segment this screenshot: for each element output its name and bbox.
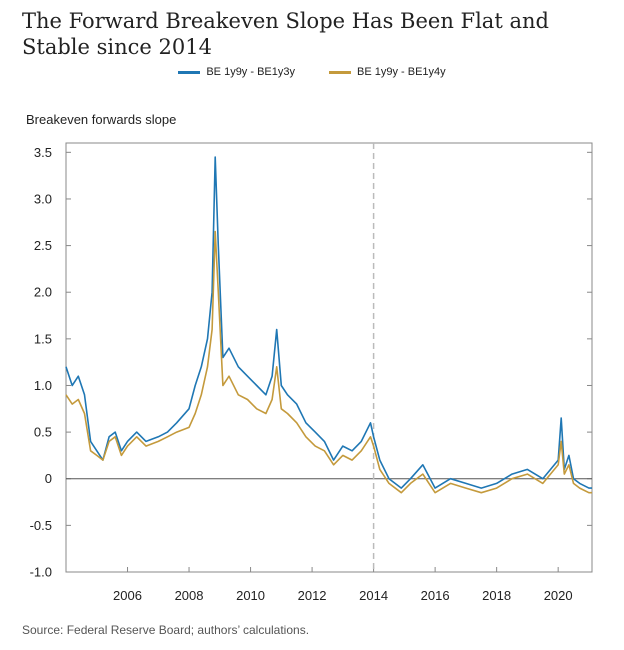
y-tick-label: 0.5	[34, 425, 52, 440]
legend-swatch-series-1	[178, 70, 201, 74]
legend-label-series-2: BE 1y9y - BE1y4y	[357, 66, 446, 78]
y-tick-label: 0	[45, 471, 52, 486]
y-axis-label: Breakeven forwards slope	[26, 112, 177, 127]
chart-title: The Forward Breakeven Slope Has Been Fla…	[22, 9, 549, 59]
y-tick-label: -0.5	[30, 518, 52, 533]
x-tick-label: 2010	[236, 588, 265, 603]
legend: BE 1y9y - BE1y3y BE 1y9y - BE1y4y	[0, 66, 624, 78]
y-tick-label: 3.0	[34, 191, 52, 206]
series-line-1	[65, 156, 592, 489]
plot-frame	[65, 142, 593, 573]
y-tick-label: 3.5	[34, 145, 52, 160]
source-note: Source: Federal Reserve Board; authors’ …	[22, 623, 310, 637]
legend-label-series-1: BE 1y9y - BE1y3y	[206, 66, 295, 78]
y-tick-label: 2.0	[34, 285, 52, 300]
x-tick-label: 2012	[298, 588, 327, 603]
x-tick-label: 2006	[113, 588, 142, 603]
legend-swatch-series-2	[329, 70, 351, 74]
x-tick-label: 2014	[359, 588, 388, 603]
y-tick-label: 1.0	[34, 378, 52, 393]
legend-item-series-1: BE 1y9y - BE1y3y	[178, 66, 295, 78]
x-tick-label: 2020	[544, 588, 573, 603]
x-tick-label: 2018	[482, 588, 511, 603]
x-tick-label: 2016	[421, 588, 450, 603]
series-line-2	[65, 230, 592, 494]
y-tick-label: -1.0	[30, 565, 52, 580]
x-tick-label: 2008	[175, 588, 204, 603]
y-tick-label: 2.5	[34, 238, 52, 253]
legend-item-series-2: BE 1y9y - BE1y4y	[329, 66, 446, 78]
y-tick-label: 1.5	[34, 331, 52, 346]
